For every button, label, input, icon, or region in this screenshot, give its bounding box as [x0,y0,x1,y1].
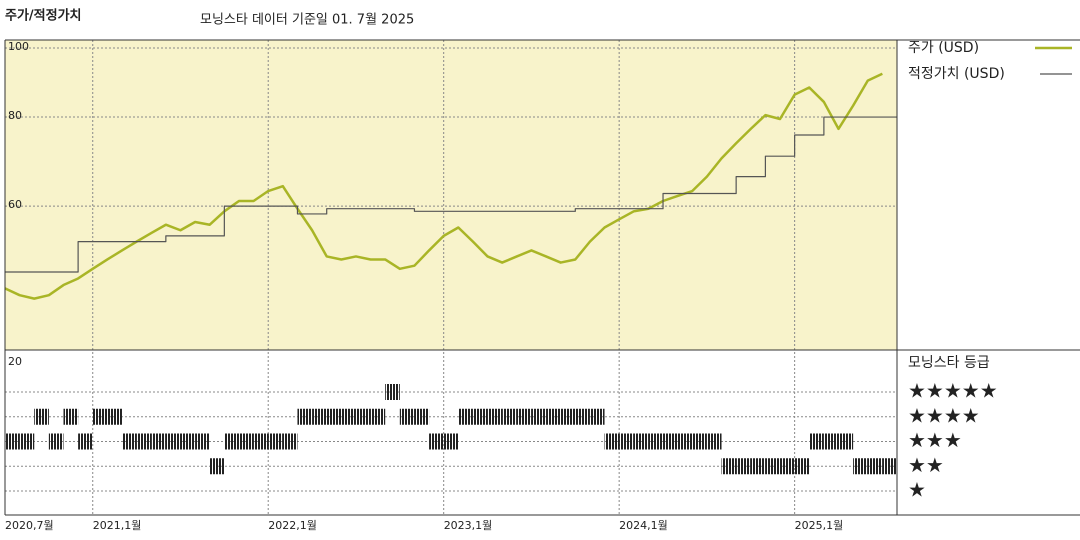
rating-bar [502,408,517,425]
rating-bar [19,433,35,450]
rating-bar [92,408,108,425]
rating-bar [370,408,386,425]
rating-bar [853,458,868,475]
chart-subtitle: 모닝스타 데이터 기준일 01. 7월 2025 [200,13,414,28]
series-line [5,116,897,273]
y-tick-label: 80 [8,109,22,122]
rating-bar [443,433,459,450]
rating-level-label: ★ [908,478,926,502]
rating-bar [575,408,590,425]
rating-bar [589,408,605,425]
rating-bar [297,408,313,425]
rating-bar [604,433,620,450]
rating-bar [472,408,488,425]
rating-bar [165,433,181,450]
rating-bar [823,433,839,450]
rating-top-label: 20 [8,355,22,368]
rating-bar [253,433,269,450]
rating-level-label: ★★★★★ [908,379,998,403]
rating-bar [809,433,824,450]
rating-bar [882,458,897,475]
x-tick-label: 2023,1월 [444,519,493,532]
rating-bar [750,458,766,475]
rating-bar [414,408,430,425]
plot-background [5,40,897,350]
rating-bar [5,433,20,450]
rating-bar [692,433,707,450]
rating-bar [34,408,49,425]
rating-bar [341,408,356,425]
rating-bar [107,408,122,425]
rating-bar [516,408,532,425]
y-tick-label: 100 [8,40,29,53]
x-tick-label: 2024,1월 [619,519,668,532]
rating-bar [78,433,93,450]
legend-label: 적정가치 (USD) [908,66,1005,82]
rating-bar [136,433,152,450]
rating-bar [867,458,883,475]
rating-bar [312,408,327,425]
rating-bar [48,433,64,450]
rating-bar [121,433,137,450]
rating-bar [429,433,444,450]
y-tick-label: 60 [8,198,22,211]
rating-bar [721,458,737,475]
rating-bar [677,433,693,450]
rating-level-label: ★★★★ [908,403,980,427]
rating-bar [794,458,810,475]
rating-bar [399,408,415,425]
rating-bar [648,433,664,450]
rating-bar [355,408,371,425]
x-tick-label: 2020,7월 [5,519,54,532]
rating-bar [780,458,795,475]
rating-bar [487,408,503,425]
rating-bar [619,433,634,450]
rating-bar [180,433,196,450]
rating-bar [531,408,547,425]
rating-bar [546,408,561,425]
rating-bar [151,433,166,450]
rating-bar [63,408,79,425]
x-tick-label: 2022,1월 [268,519,317,532]
x-tick-label: 2021,1월 [93,519,142,532]
rating-title: 모닝스타 등급 [908,355,990,371]
rating-bar [195,433,210,450]
rating-bar [663,433,678,450]
rating-bar [268,433,283,450]
rating-bar [838,433,854,450]
rating-background [5,350,897,515]
rating-bar [706,433,722,450]
rating-bar [385,384,400,400]
rating-bar [765,458,781,475]
rating-bar [209,458,225,475]
series-line [4,72,883,300]
rating-level-label: ★★ [908,453,944,477]
legend-label: 주가 (USD) [908,40,979,56]
chart-title: 주가/적정가치 [5,8,82,24]
rating-bar [224,433,239,450]
rating-bar [633,433,649,450]
rating-bar [458,408,473,425]
rating-level-label: ★★★ [908,428,962,452]
rating-bar [282,433,298,450]
rating-bar [238,433,254,450]
rating-bar [560,408,576,425]
rating-bar [326,408,342,425]
x-tick-label: 2025,1월 [795,519,844,532]
rating-bar [736,458,751,475]
